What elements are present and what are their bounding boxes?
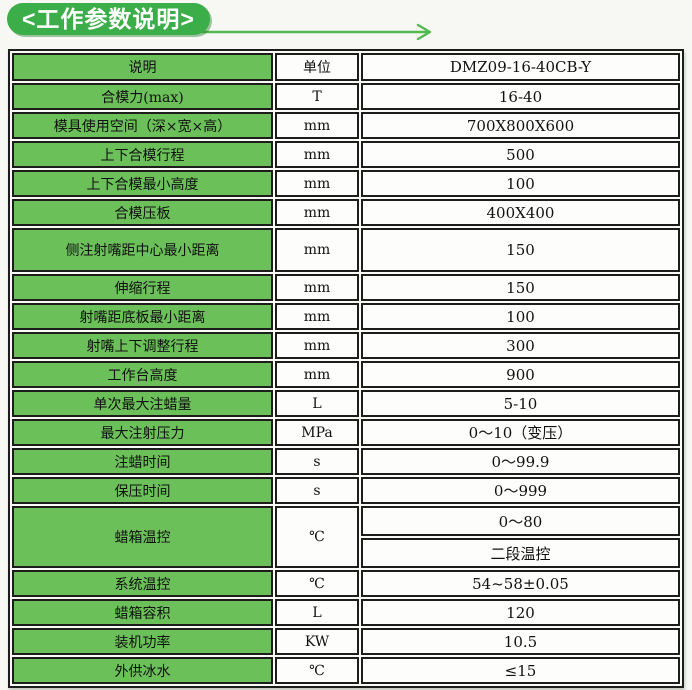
table-row: 蜡箱容积 L 120 (12, 599, 680, 626)
table-header-row: 说明 单位 DMZ09-16-40CB-Y (12, 53, 680, 81)
param-value-cell: 120 (361, 599, 680, 626)
param-label-cell: 射嘴上下调整行程 (12, 332, 273, 359)
param-unit-cell: mm (275, 141, 359, 168)
right-arrow-icon (190, 23, 432, 40)
param-value-cell: 54~58±0.05 (361, 570, 680, 597)
param-label-cell: 保压时间 (12, 477, 273, 504)
param-label-cell: 装机功率 (12, 628, 273, 655)
param-unit-cell: MPa (275, 419, 359, 446)
param-label-cell: 上下合模最小高度 (12, 170, 273, 197)
param-label-cell: 注蜡时间 (12, 448, 273, 475)
param-value-cell: 900 (361, 361, 680, 388)
table-row: 工作台高度 mm 900 (12, 361, 680, 388)
param-unit-cell: L (275, 599, 359, 626)
header-model-cell: DMZ09-16-40CB-Y (361, 53, 680, 81)
param-label-cell: 工作台高度 (12, 361, 273, 388)
table-body: 合模力(max) T 16-40 模具使用空间（深×宽×高） mm 700X800X600… (12, 83, 680, 684)
table-row: 射嘴上下调整行程 mm 300 (12, 332, 680, 359)
param-label-cell: 系统温控 (12, 570, 273, 597)
table-row: 注蜡时间 s 0～99.9 (12, 448, 680, 475)
param-unit-cell: T (275, 83, 359, 110)
table-row: 二段温控 (12, 538, 680, 568)
param-label-cell: 上下合模行程 (12, 141, 273, 168)
param-value-cell: 0～80 (361, 506, 680, 536)
table-row: 上下合模最小高度 mm 100 (12, 170, 680, 197)
param-unit-cell: mm (275, 274, 359, 301)
param-unit-cell: s (275, 477, 359, 504)
table-row: 侧注射嘴距中心最小距离 mm 150 (12, 228, 680, 272)
param-value-cell: 150 (361, 274, 680, 301)
param-value-cell: 100 (361, 170, 680, 197)
table-row: 伸缩行程 mm 150 (12, 274, 680, 301)
param-unit-cell: ℃ (275, 506, 359, 568)
param-unit-cell: mm (275, 228, 359, 272)
param-value-cell: ≤15 (361, 657, 680, 684)
param-label-cell: 模具使用空间（深×宽×高） (12, 112, 273, 139)
param-value-cell: 300 (361, 332, 680, 359)
param-label-cell: 合模力(max) (12, 83, 273, 110)
param-label-cell: 单次最大注蜡量 (12, 390, 273, 417)
param-unit-cell: ℃ (275, 570, 359, 597)
table-row: 合模压板 mm 400X400 (12, 199, 680, 226)
param-value-cell: 10.5 (361, 628, 680, 655)
header-desc-cell: 说明 (12, 53, 273, 81)
param-unit-cell: mm (275, 112, 359, 139)
table-row: 最大注射压力 MPa 0～10（变压） (12, 419, 680, 446)
title-badge: <工作参数说明> (7, 3, 210, 35)
param-value-cell: 700X800X600 (361, 112, 680, 139)
param-unit-cell: mm (275, 332, 359, 359)
param-value-cell: 500 (361, 141, 680, 168)
param-unit-cell: s (275, 448, 359, 475)
param-label-cell: 射嘴距底板最小距离 (12, 303, 273, 330)
param-label-cell: 最大注射压力 (12, 419, 273, 446)
param-unit-cell: mm (275, 361, 359, 388)
param-value-cell: 0～10（变压） (361, 419, 680, 446)
param-unit-cell: mm (275, 170, 359, 197)
table-row: 射嘴距底板最小距离 mm 100 (12, 303, 680, 330)
param-value-cell: 400X400 (361, 199, 680, 226)
param-value-cell: 0～99.9 (361, 448, 680, 475)
table-row: 装机功率 KW 10.5 (12, 628, 680, 655)
param-unit-cell: mm (275, 199, 359, 226)
param-value-cell: 5-10 (361, 390, 680, 417)
table-row: 模具使用空间（深×宽×高） mm 700X800X600 (12, 112, 680, 139)
table-row: 合模力(max) T 16-40 (12, 83, 680, 110)
table-row: 保压时间 s 0～999 (12, 477, 680, 504)
table-row: 外供冰水 ℃ ≤15 (12, 657, 680, 684)
parameters-table: 说明 单位 DMZ09-16-40CB-Y 合模力(max) T 16-40 模具使用… (8, 49, 684, 688)
table-row: 单次最大注蜡量 L 5-10 (12, 390, 680, 417)
param-unit-cell: mm (275, 303, 359, 330)
param-label-cell: 合模压板 (12, 199, 273, 226)
param-label-cell: 伸缩行程 (12, 274, 273, 301)
param-label-cell: 侧注射嘴距中心最小距离 (12, 228, 273, 272)
param-value-cell: 二段温控 (361, 538, 680, 568)
page-title: <工作参数说明> (22, 6, 195, 32)
param-value-cell: 0～999 (361, 477, 680, 504)
param-label-cell: 蜡箱温控 (12, 506, 273, 568)
header-unit-cell: 单位 (275, 53, 359, 81)
table-row: 蜡箱温控 ℃ 0～80 (12, 506, 680, 568)
param-value-cell: 100 (361, 303, 680, 330)
param-unit-cell: ℃ (275, 657, 359, 684)
param-label-cell: 外供冰水 (12, 657, 273, 684)
param-unit-cell: KW (275, 628, 359, 655)
param-value-cell: 150 (361, 228, 680, 272)
table-row: 上下合模行程 mm 500 (12, 141, 680, 168)
table-row: 系统温控 ℃ 54~58±0.05 (12, 570, 680, 597)
param-unit-cell: L (275, 390, 359, 417)
param-label-cell: 蜡箱容积 (12, 599, 273, 626)
param-value-cell: 16-40 (361, 83, 680, 110)
